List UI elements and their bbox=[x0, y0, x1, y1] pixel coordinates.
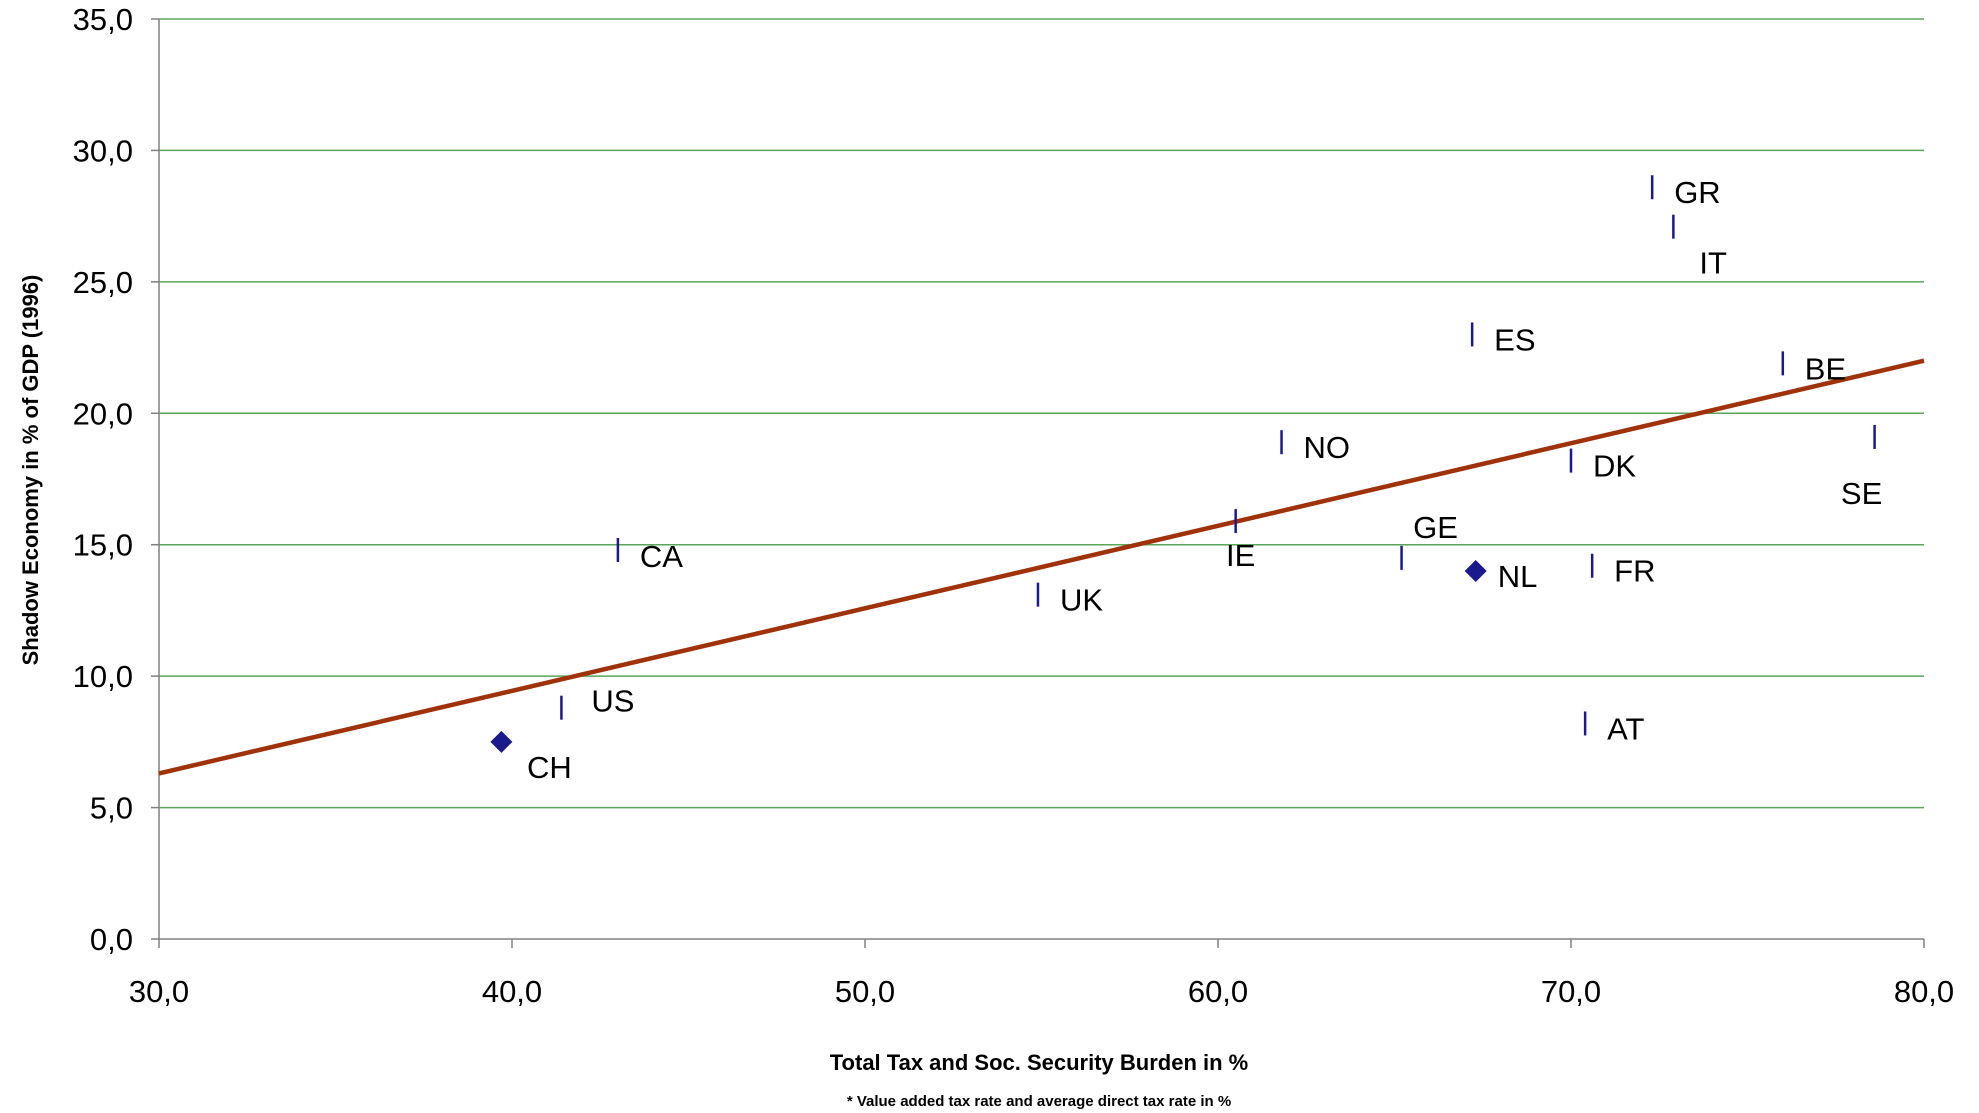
point-label-no: NO bbox=[1304, 430, 1351, 465]
trendline-layer bbox=[158, 358, 1925, 776]
y-axis-title: Shadow Economy in % of GDP (1996) bbox=[18, 275, 43, 666]
y-tick-label: 35,0 bbox=[73, 2, 133, 37]
point-nl bbox=[1464, 560, 1487, 582]
point-label-se: SE bbox=[1841, 476, 1882, 511]
point-label-be: BE bbox=[1805, 351, 1846, 386]
x-tick-label: 40,0 bbox=[482, 974, 542, 1009]
gridlines bbox=[159, 18, 1924, 809]
y-tick-label: 20,0 bbox=[73, 396, 133, 431]
point-label-dk: DK bbox=[1593, 449, 1636, 484]
x-tick-label: 30,0 bbox=[129, 974, 189, 1009]
point-ch bbox=[490, 730, 513, 753]
y-tick-label: 5,0 bbox=[90, 791, 133, 826]
point-label-uk: UK bbox=[1060, 583, 1103, 618]
point-label-it: IT bbox=[1699, 246, 1727, 281]
y-tick-label: 30,0 bbox=[73, 133, 133, 168]
point-label-ch: CH bbox=[527, 750, 572, 785]
x-axis-title: Total Tax and Soc. Security Burden in % bbox=[830, 1050, 1248, 1075]
point-labels: CH US CA UK IE NO GE ES NL DK AT FR GR IT BE SE bbox=[527, 175, 1882, 785]
x-tick-label: 70,0 bbox=[1541, 974, 1601, 1009]
x-tick-label: 60,0 bbox=[1188, 974, 1248, 1009]
data-points bbox=[490, 175, 1876, 753]
footnote: * Value added tax rate and average direc… bbox=[847, 1093, 1231, 1110]
point-label-fr: FR bbox=[1614, 554, 1655, 589]
x-tick-label: 80,0 bbox=[1894, 974, 1954, 1009]
y-tick-label: 15,0 bbox=[73, 528, 133, 563]
point-label-ca: CA bbox=[640, 539, 683, 574]
y-tick-label: 25,0 bbox=[73, 265, 133, 300]
point-label-ie: IE bbox=[1226, 538, 1255, 573]
point-label-at: AT bbox=[1607, 711, 1644, 746]
point-label-es: ES bbox=[1494, 322, 1535, 357]
point-label-ge: GE bbox=[1413, 510, 1458, 545]
axes bbox=[151, 18, 1925, 948]
point-label-us: US bbox=[591, 684, 634, 719]
y-tick-label: 0,0 bbox=[90, 922, 133, 957]
x-tick-label: 50,0 bbox=[835, 974, 895, 1009]
point-label-nl: NL bbox=[1498, 559, 1538, 594]
tick-labels: 0,0 5,0 10,0 15,0 20,0 25,0 30,0 35,0 30,0 40,0 50… bbox=[73, 2, 1955, 1009]
y-tick-label: 10,0 bbox=[73, 659, 133, 694]
trendline bbox=[158, 358, 1925, 776]
point-label-gr: GR bbox=[1674, 175, 1721, 210]
